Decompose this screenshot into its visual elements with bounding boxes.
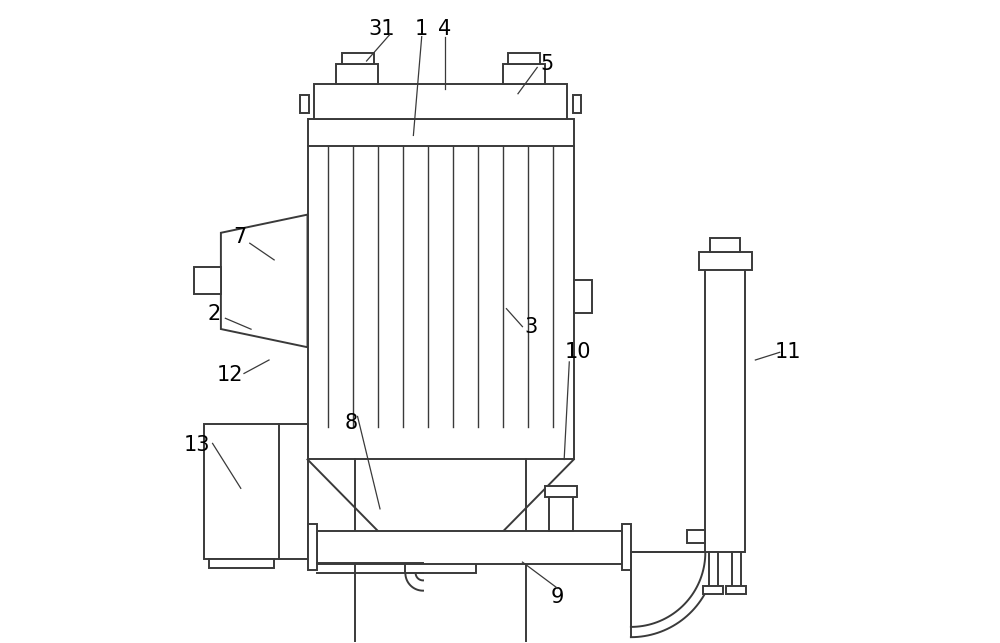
Bar	[314, 84, 567, 120]
Bar	[209, 559, 274, 568]
Bar	[687, 530, 705, 543]
Bar	[405, 559, 476, 573]
Bar	[545, 485, 577, 497]
Bar	[574, 280, 592, 313]
Text: 4: 4	[438, 19, 451, 39]
Bar	[573, 95, 581, 113]
Bar	[732, 552, 741, 592]
Bar	[204, 424, 279, 559]
Bar	[705, 260, 745, 552]
Bar	[699, 252, 752, 270]
Bar	[336, 64, 378, 84]
Bar	[726, 586, 746, 594]
Polygon shape	[221, 215, 308, 347]
Text: 3: 3	[524, 316, 537, 337]
Bar	[710, 238, 740, 252]
Text: 8: 8	[345, 413, 358, 433]
Bar	[508, 53, 540, 64]
Bar	[300, 95, 309, 113]
Bar	[342, 53, 374, 64]
Text: 7: 7	[234, 227, 247, 247]
Bar	[317, 530, 622, 564]
Bar	[709, 552, 718, 592]
Bar	[308, 524, 317, 570]
Text: 12: 12	[217, 365, 243, 385]
Bar	[308, 120, 574, 460]
Text: 10: 10	[565, 342, 592, 362]
Text: 13: 13	[184, 435, 210, 455]
Text: 1: 1	[415, 19, 428, 39]
Text: 5: 5	[541, 53, 554, 73]
Bar	[503, 64, 545, 84]
Bar	[622, 524, 631, 570]
Bar	[549, 487, 573, 530]
Text: 9: 9	[551, 588, 564, 608]
Bar	[703, 586, 723, 594]
Bar	[194, 267, 221, 294]
Text: 2: 2	[208, 303, 221, 324]
Text: 11: 11	[774, 342, 801, 362]
Text: 31: 31	[368, 19, 395, 39]
